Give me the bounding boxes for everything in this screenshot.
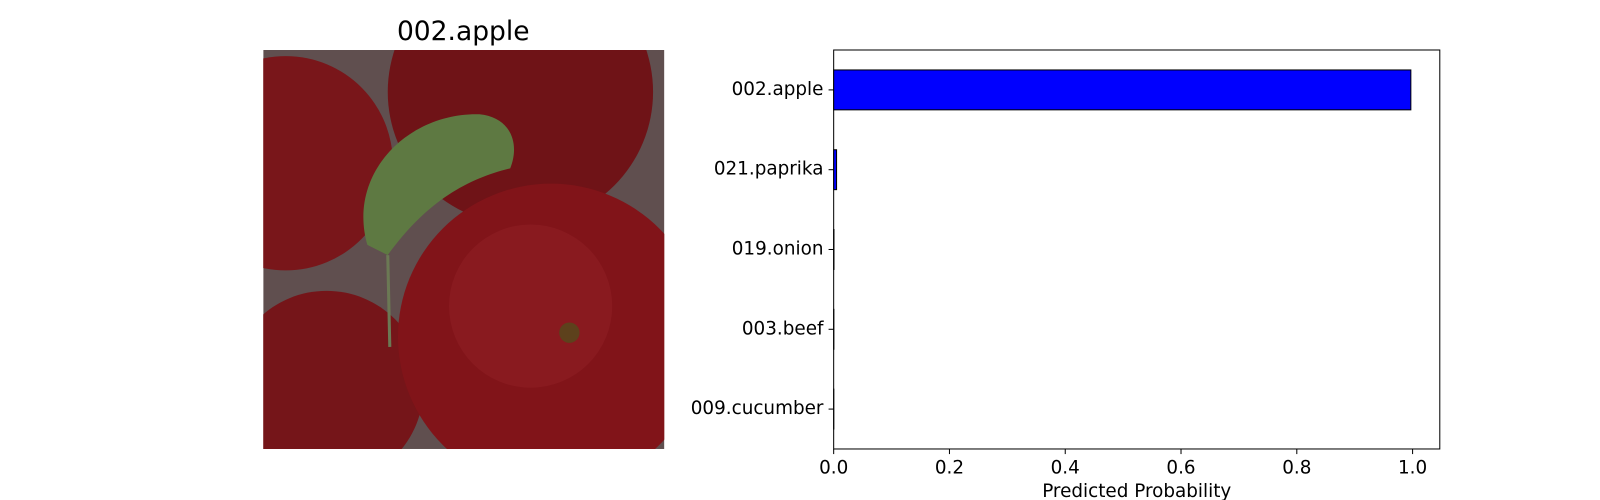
photo bbox=[263, 50, 665, 449]
bar bbox=[833, 149, 838, 191]
x-tick-label: 0.0 bbox=[819, 457, 848, 478]
y-tick-label: 019.onion bbox=[732, 238, 824, 259]
image-title: 002.apple bbox=[397, 16, 530, 47]
x-tick-label: 0.6 bbox=[1166, 457, 1195, 478]
x-tick-label: 0.2 bbox=[935, 457, 964, 478]
y-tick-label: 009.cucumber bbox=[691, 398, 824, 419]
x-tick-label: 0.4 bbox=[1051, 457, 1080, 478]
y-tick-label: 002.apple bbox=[732, 79, 824, 100]
x-tick-label: 1.0 bbox=[1398, 457, 1427, 478]
y-tick-label: 021.paprika bbox=[714, 159, 824, 180]
y-tick-label: 003.beef bbox=[742, 318, 824, 339]
bar bbox=[833, 69, 1412, 111]
x-tick-label: 0.8 bbox=[1282, 457, 1311, 478]
x-axis-label: Predicted Probability bbox=[1042, 481, 1231, 500]
